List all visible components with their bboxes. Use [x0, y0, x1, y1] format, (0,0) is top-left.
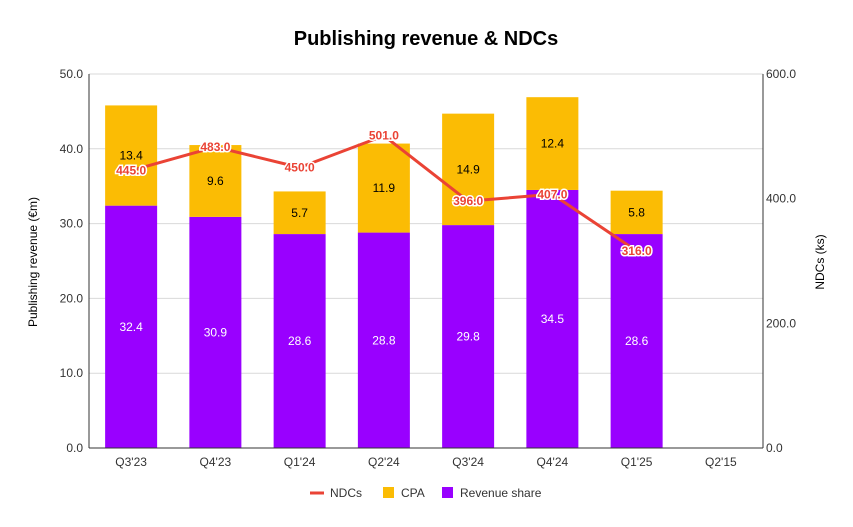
ndcs-point	[129, 168, 134, 173]
x-tick-label: Q1'25	[621, 455, 653, 469]
cpa-data-label: 9.6	[207, 174, 224, 188]
revenue-share-bar	[357, 232, 410, 448]
bars	[105, 97, 663, 448]
cpa-bar	[610, 190, 663, 235]
revenue-share-data-label: 28.6	[288, 334, 312, 348]
y-left-tick-label: 10.0	[60, 366, 84, 380]
revenue-share-bar	[273, 234, 326, 448]
revenue-share-data-label: 32.4	[119, 320, 143, 334]
x-tick-label: Q4'24	[537, 455, 569, 469]
x-tick-label: Q3'23	[115, 455, 147, 469]
ndcs-point	[634, 249, 639, 254]
y-right-tick-label: 0.0	[766, 441, 783, 455]
revenue-share-bar	[526, 189, 579, 448]
cpa-bar	[189, 145, 242, 217]
ndcs-point	[381, 133, 386, 138]
legend-swatch-revenue-share	[442, 487, 453, 498]
y-left-tick-label: 40.0	[60, 142, 84, 156]
cpa-data-label: 13.4	[119, 149, 143, 163]
ndcs-data-label: 316.0	[622, 244, 652, 258]
y-left-tick-label: 20.0	[60, 291, 84, 305]
legend-swatch-cpa	[383, 487, 394, 498]
revenue-share-data-label: 34.5	[541, 312, 565, 326]
ndcs-data-label: 450.0	[285, 161, 315, 175]
revenue-share-bar	[610, 234, 663, 448]
revenue-share-data-label: 30.9	[204, 325, 228, 339]
data-labels: 32.4 13.4 30.9 9.6 28.6 5.7 28.8 11.9 29.8 14.9 34…	[115, 127, 654, 348]
x-tick-label: Q1'24	[284, 455, 316, 469]
x-tick-label: Q2'15	[705, 455, 737, 469]
cpa-bar	[442, 113, 495, 226]
cpa-bar	[526, 97, 579, 190]
ndcs-data-label: 483.0	[200, 140, 230, 154]
y-right-tick-label: 200.0	[766, 316, 796, 330]
y-axis-right-title: NDCs (ks)	[813, 234, 827, 289]
revenue-share-data-label: 29.8	[456, 330, 480, 344]
y-left-tick-label: 30.0	[60, 217, 84, 231]
revenue-share-data-label: 28.8	[372, 333, 396, 347]
cpa-bar	[105, 105, 158, 206]
ndcs-point	[466, 199, 471, 204]
legend-label-ndcs: NDCs	[330, 486, 362, 500]
x-tick-label: Q2'24	[368, 455, 400, 469]
y-axis-left-title: Publishing revenue (€m)	[26, 197, 40, 327]
legend-label-cpa: CPA	[401, 486, 425, 500]
cpa-data-label: 14.9	[456, 162, 480, 176]
ndcs-line-layer	[129, 133, 639, 254]
revenue-share-bar	[189, 216, 242, 448]
ndcs-data-label: 407.0	[537, 187, 567, 201]
cpa-data-label: 5.8	[628, 205, 645, 219]
revenue-share-bar	[442, 225, 495, 448]
axes: 0.0 10.0 20.0 30.0 40.0 50.0 0.0 200.0 400.0 600.…	[60, 67, 797, 469]
x-tick-label: Q4'23	[200, 455, 232, 469]
ndcs-data-label: 445.0	[116, 164, 146, 178]
ndcs-data-label: 501.0	[369, 129, 399, 143]
ndcs-point	[550, 192, 555, 197]
y-right-tick-label: 600.0	[766, 67, 796, 81]
y-right-tick-label: 400.0	[766, 192, 796, 206]
y-left-tick-label: 0.0	[66, 441, 83, 455]
legend: NDCs CPA Revenue share	[310, 486, 542, 500]
chart-title: Publishing revenue & NDCs	[294, 28, 559, 50]
cpa-data-label: 5.7	[291, 206, 308, 220]
ndcs-point	[213, 144, 218, 149]
legend-label-revenue-share: Revenue share	[460, 486, 542, 500]
cpa-bar	[273, 191, 326, 235]
revenue-share-bar	[105, 205, 158, 448]
cpa-bar	[357, 143, 410, 233]
ndcs-data-label: 396.0	[453, 194, 483, 208]
cpa-data-label: 12.4	[541, 137, 565, 151]
cpa-data-label: 11.9	[373, 181, 396, 195]
x-tick-label: Q3'24	[452, 455, 484, 469]
revenue-share-data-label: 28.6	[625, 334, 649, 348]
ndcs-point	[297, 165, 302, 170]
y-left-tick-label: 50.0	[60, 67, 84, 81]
